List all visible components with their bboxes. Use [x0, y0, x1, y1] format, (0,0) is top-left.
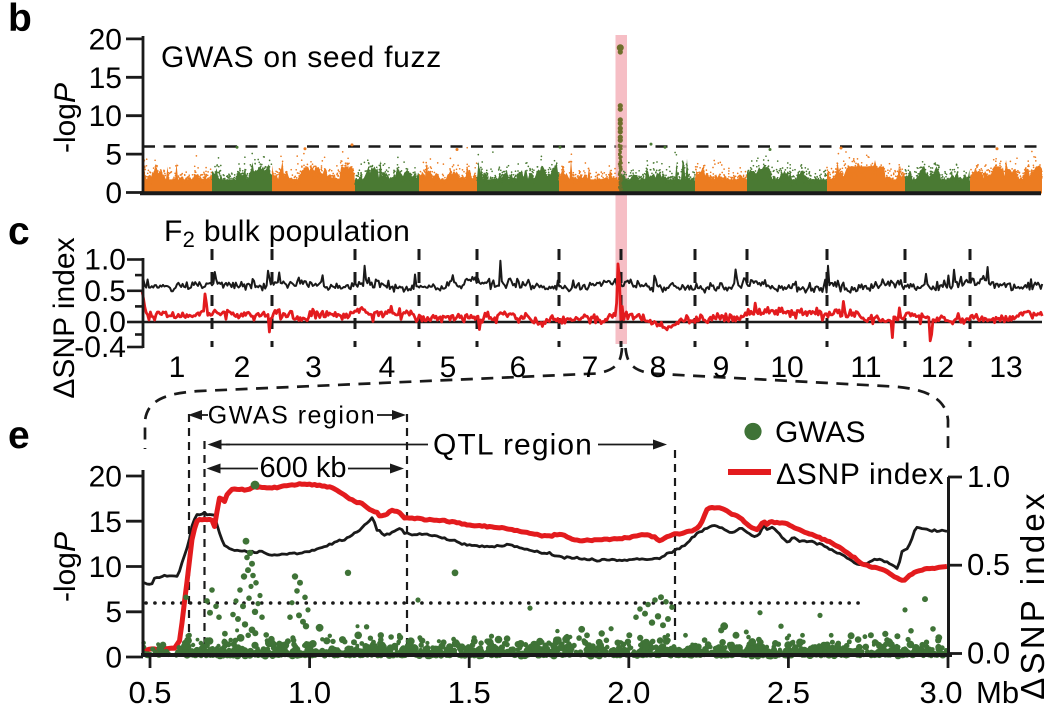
svg-text:2.0: 2.0 — [607, 675, 650, 710]
svg-text:0: 0 — [105, 642, 122, 675]
svg-text:0.5: 0.5 — [84, 275, 126, 308]
svg-text:20: 20 — [89, 23, 122, 56]
svg-text:7: 7 — [582, 351, 599, 384]
svg-text:600 kb: 600 kb — [259, 452, 346, 484]
svg-text:1.0: 1.0 — [288, 675, 331, 710]
svg-text:5: 5 — [105, 139, 122, 172]
svg-text:1: 1 — [169, 351, 186, 384]
svg-text:4: 4 — [379, 351, 396, 384]
svg-text:3: 3 — [305, 351, 322, 384]
svg-text:GWAS: GWAS — [775, 416, 866, 449]
svg-text:10: 10 — [89, 551, 122, 584]
svg-text:e: e — [8, 414, 30, 457]
svg-text:10: 10 — [770, 351, 803, 384]
svg-text:-logP: -logP — [49, 83, 82, 153]
svg-text:15: 15 — [89, 506, 122, 539]
svg-text:F2 bulk population: F2 bulk population — [164, 215, 410, 252]
svg-text:0.5: 0.5 — [967, 547, 1010, 582]
svg-text:0.0: 0.0 — [967, 636, 1010, 671]
svg-text:5: 5 — [440, 351, 457, 384]
svg-text:15: 15 — [89, 62, 122, 95]
svg-text:QTL region: QTL region — [433, 429, 593, 462]
svg-text:ΔSNP index: ΔSNP index — [1014, 490, 1050, 699]
svg-text:13: 13 — [989, 351, 1022, 384]
svg-text:GWAS region: GWAS region — [208, 402, 376, 430]
svg-text:Mb: Mb — [976, 675, 1019, 710]
svg-text:2: 2 — [234, 351, 251, 384]
svg-text:1.0: 1.0 — [84, 244, 126, 277]
svg-text:GWAS on seed fuzz: GWAS on seed fuzz — [161, 41, 442, 74]
svg-text:9: 9 — [713, 351, 730, 384]
svg-text:12: 12 — [921, 351, 954, 384]
svg-text:2.5: 2.5 — [767, 675, 810, 710]
svg-text:b: b — [8, 0, 32, 40]
svg-text:0.0: 0.0 — [84, 306, 126, 339]
svg-text:10: 10 — [89, 100, 122, 133]
svg-text:-0.4: -0.4 — [74, 331, 126, 364]
svg-text:8: 8 — [650, 351, 667, 384]
svg-text:1.5: 1.5 — [448, 675, 491, 710]
svg-text:c: c — [8, 210, 30, 253]
svg-text:ΔSNP index: ΔSNP index — [48, 237, 81, 398]
svg-text:0.5: 0.5 — [128, 675, 171, 710]
svg-text:11: 11 — [850, 351, 881, 384]
svg-text:1.0: 1.0 — [967, 459, 1010, 494]
svg-text:20: 20 — [89, 461, 122, 494]
svg-text:ΔSNP index: ΔSNP index — [776, 458, 944, 491]
svg-text:5: 5 — [105, 596, 122, 629]
svg-text:6: 6 — [510, 351, 527, 384]
svg-text:3.0: 3.0 — [919, 675, 962, 710]
svg-text:0: 0 — [105, 177, 122, 210]
svg-text:-logP: -logP — [49, 532, 82, 602]
